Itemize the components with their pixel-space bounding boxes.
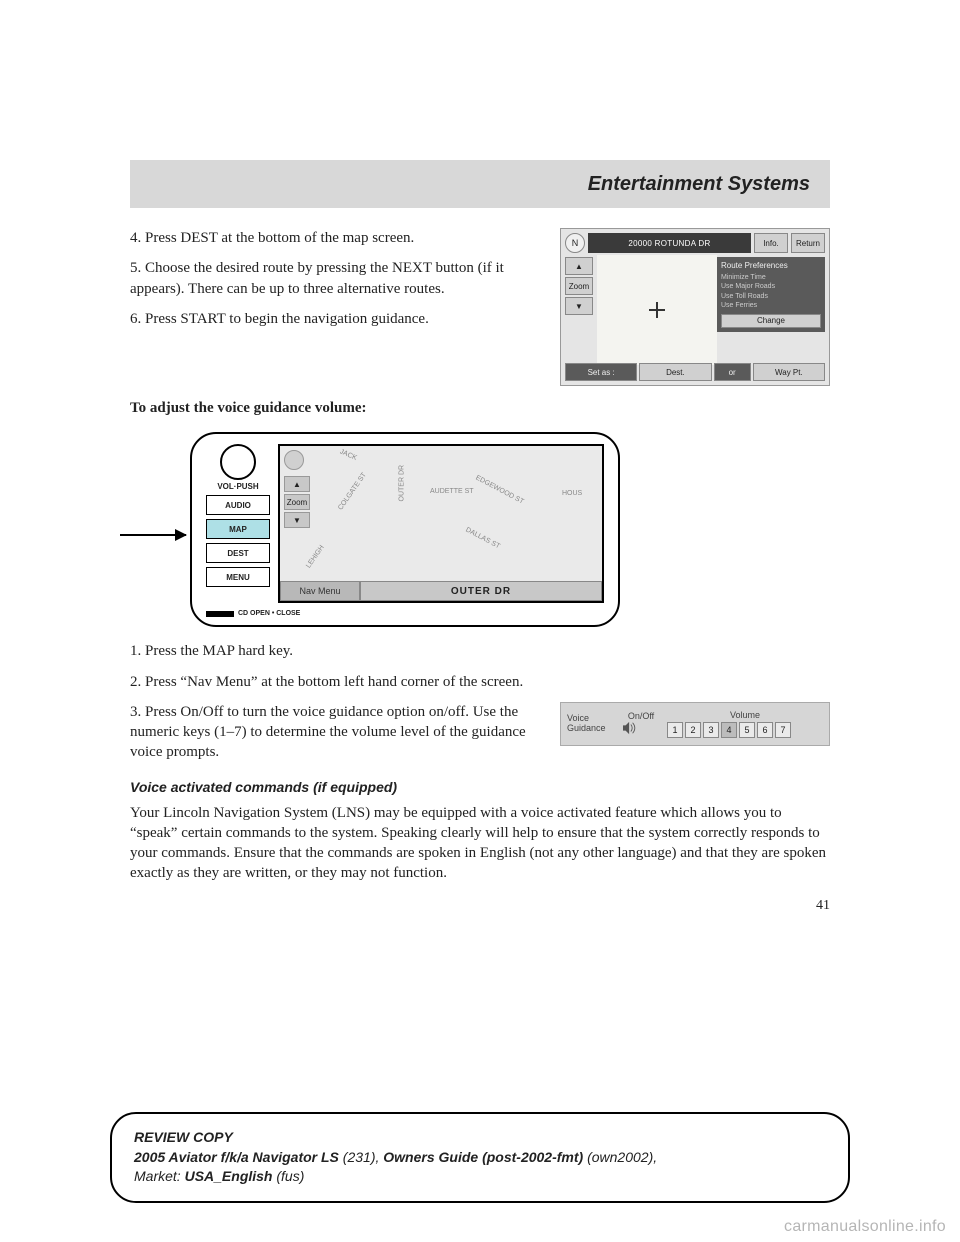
voice-guidance-panel: Voice Guidance On/Off Volume 1234567 [560,702,830,746]
footer-fus: (fus) [272,1168,304,1184]
info-button[interactable]: Info. [754,233,788,253]
return-button[interactable]: Return [791,233,825,253]
speaker-icon[interactable] [621,721,639,735]
road-dallas: DALLAS ST [464,527,501,551]
vp-volume-label: Volume [667,710,823,720]
footer-box: REVIEW COPY 2005 Aviator f/k/a Navigator… [110,1112,850,1203]
screen-zoom-out[interactable]: ▼ [284,512,310,528]
volume-key-4[interactable]: 4 [721,722,737,738]
route-preferences: Route Preferences Minimize Time Use Majo… [717,257,825,332]
setas-label: Set as : [565,363,637,381]
step-1: 1. Press the MAP hard key. [130,641,830,661]
steps-1-2: 1. Press the MAP hard key. 2. Press “Nav… [130,641,830,692]
step-5: 5. Choose the desired route by pressing … [130,258,542,299]
console-left-panel: VOL·PUSH AUDIO MAP DEST MENU [206,444,270,587]
step-3-wrap: 3. Press On/Off to turn the voice guidan… [130,702,542,773]
road-audette: AUDETTE ST [430,488,474,495]
vol-label: VOL·PUSH [206,482,270,491]
arrow-icon [120,534,186,536]
pref-3: Use Toll Roads [721,292,821,301]
cd-label: CD OPEN • CLOSE [238,610,300,617]
cd-slot-icon [206,611,234,617]
dest-button[interactable]: Dest. [639,363,711,381]
adjust-heading: To adjust the voice guidance volume: [130,398,830,418]
screen-zoom-in[interactable]: ▲ [284,476,310,492]
dest-button-hard[interactable]: DEST [206,543,270,563]
volume-key-7[interactable]: 7 [775,722,791,738]
footer-own: (own2002), [583,1149,657,1165]
road-jack: JACK [339,449,358,463]
page-content: Entertainment Systems 4. Press DEST at t… [130,160,830,914]
compass-icon: N [565,233,585,253]
vp-keys: 1234567 [667,722,823,738]
step-3: 3. Press On/Off to turn the voice guidan… [130,702,542,763]
zoom-label: Zoom [565,277,593,295]
footer-review: REVIEW COPY [134,1129,233,1145]
volume-key-1[interactable]: 1 [667,722,683,738]
volume-key-6[interactable]: 6 [757,722,773,738]
pref-4: Use Ferries [721,301,821,310]
voice-cmd-body-wrap: Your Lincoln Navigation System (LNS) may… [130,803,830,884]
nav1-map [597,255,717,365]
volume-key-5[interactable]: 5 [739,722,755,738]
waypt-button[interactable]: Way Pt. [753,363,825,381]
or-label: or [714,363,751,381]
pref-1: Minimize Time [721,273,821,282]
navmenu-button[interactable]: Nav Menu [280,581,360,601]
voice-cmd-body: Your Lincoln Navigation System (LNS) may… [130,803,830,884]
nav1-bottombar: Set as : Dest. or Way Pt. [565,363,825,381]
section-title: Entertainment Systems [588,173,810,196]
watermark: carmanualsonline.info [784,1218,946,1236]
screen-bottom: Nav Menu OUTER DR [280,581,602,601]
section-header: Entertainment Systems [130,160,830,208]
nav-screenshot-1: N 20000 ROTUNDA DR Info. Return ▲ Zoom ▼… [560,228,830,386]
voice-cmd-heading: Voice activated commands (if equipped) [130,779,830,795]
menu-button[interactable]: MENU [206,567,270,587]
console-diagram: VOL·PUSH AUDIO MAP DEST MENU CD OPEN • C… [190,432,620,627]
screen-map: COLGATE ST LEHIGH OUTER DR AUDETTE ST ED… [280,446,602,601]
step-2: 2. Press “Nav Menu” at the bottom left h… [130,672,830,692]
top-row: 4. Press DEST at the bottom of the map s… [130,228,830,386]
volume-key-3[interactable]: 3 [703,722,719,738]
screen-zoom: ▲ Zoom ▼ [284,476,310,530]
steps-4-6: 4. Press DEST at the bottom of the map s… [130,228,542,386]
road-lehigh: LEHIGH [305,544,326,569]
pref-2: Use Major Roads [721,282,821,291]
road-colgate: COLGATE ST [337,472,368,512]
pref-title: Route Preferences [721,261,821,271]
road-outerdr: OUTER DR [399,465,406,502]
step-6: 6. Press START to begin the navigation g… [130,309,542,329]
footer-guide: Owners Guide (post-2002-fmt) [383,1149,583,1165]
volume-key-2[interactable]: 2 [685,722,701,738]
footer-market-label: Market: [134,1168,185,1184]
vp-volume: Volume 1234567 [667,710,823,738]
zoom-out-icon[interactable]: ▼ [565,297,593,315]
vp-onoff-label: On/Off [621,711,661,721]
nav1-topbar: N 20000 ROTUNDA DR Info. Return [565,233,825,253]
nav1-zoom: ▲ Zoom ▼ [565,257,593,317]
console-screen: COLGATE ST LEHIGH OUTER DR AUDETTE ST ED… [278,444,604,603]
road-hous: HOUS [562,490,582,497]
outer-dr-label: OUTER DR [360,581,602,601]
audio-button[interactable]: AUDIO [206,495,270,515]
cd-slot: CD OPEN • CLOSE [206,610,300,617]
footer-code: (231) [339,1149,376,1165]
row-voice: 3. Press On/Off to turn the voice guidan… [130,702,830,773]
vp-onoff-group: On/Off [621,711,661,737]
nav1-address: 20000 ROTUNDA DR [588,233,751,253]
crosshair-icon [649,302,665,318]
vp-label: Voice Guidance [567,714,615,734]
zoom-in-icon[interactable]: ▲ [565,257,593,275]
footer-vehicle: 2005 Aviator f/k/a Navigator LS [134,1149,339,1165]
road-edgewood: EDGEWOOD ST [474,475,524,506]
step-4: 4. Press DEST at the bottom of the map s… [130,228,542,248]
page-number: 41 [130,898,830,914]
change-button[interactable]: Change [721,314,821,328]
map-button[interactable]: MAP [206,519,270,539]
footer-market: USA_English [185,1168,273,1184]
volume-knob[interactable] [220,444,256,480]
screen-zoom-label: Zoom [284,494,310,510]
